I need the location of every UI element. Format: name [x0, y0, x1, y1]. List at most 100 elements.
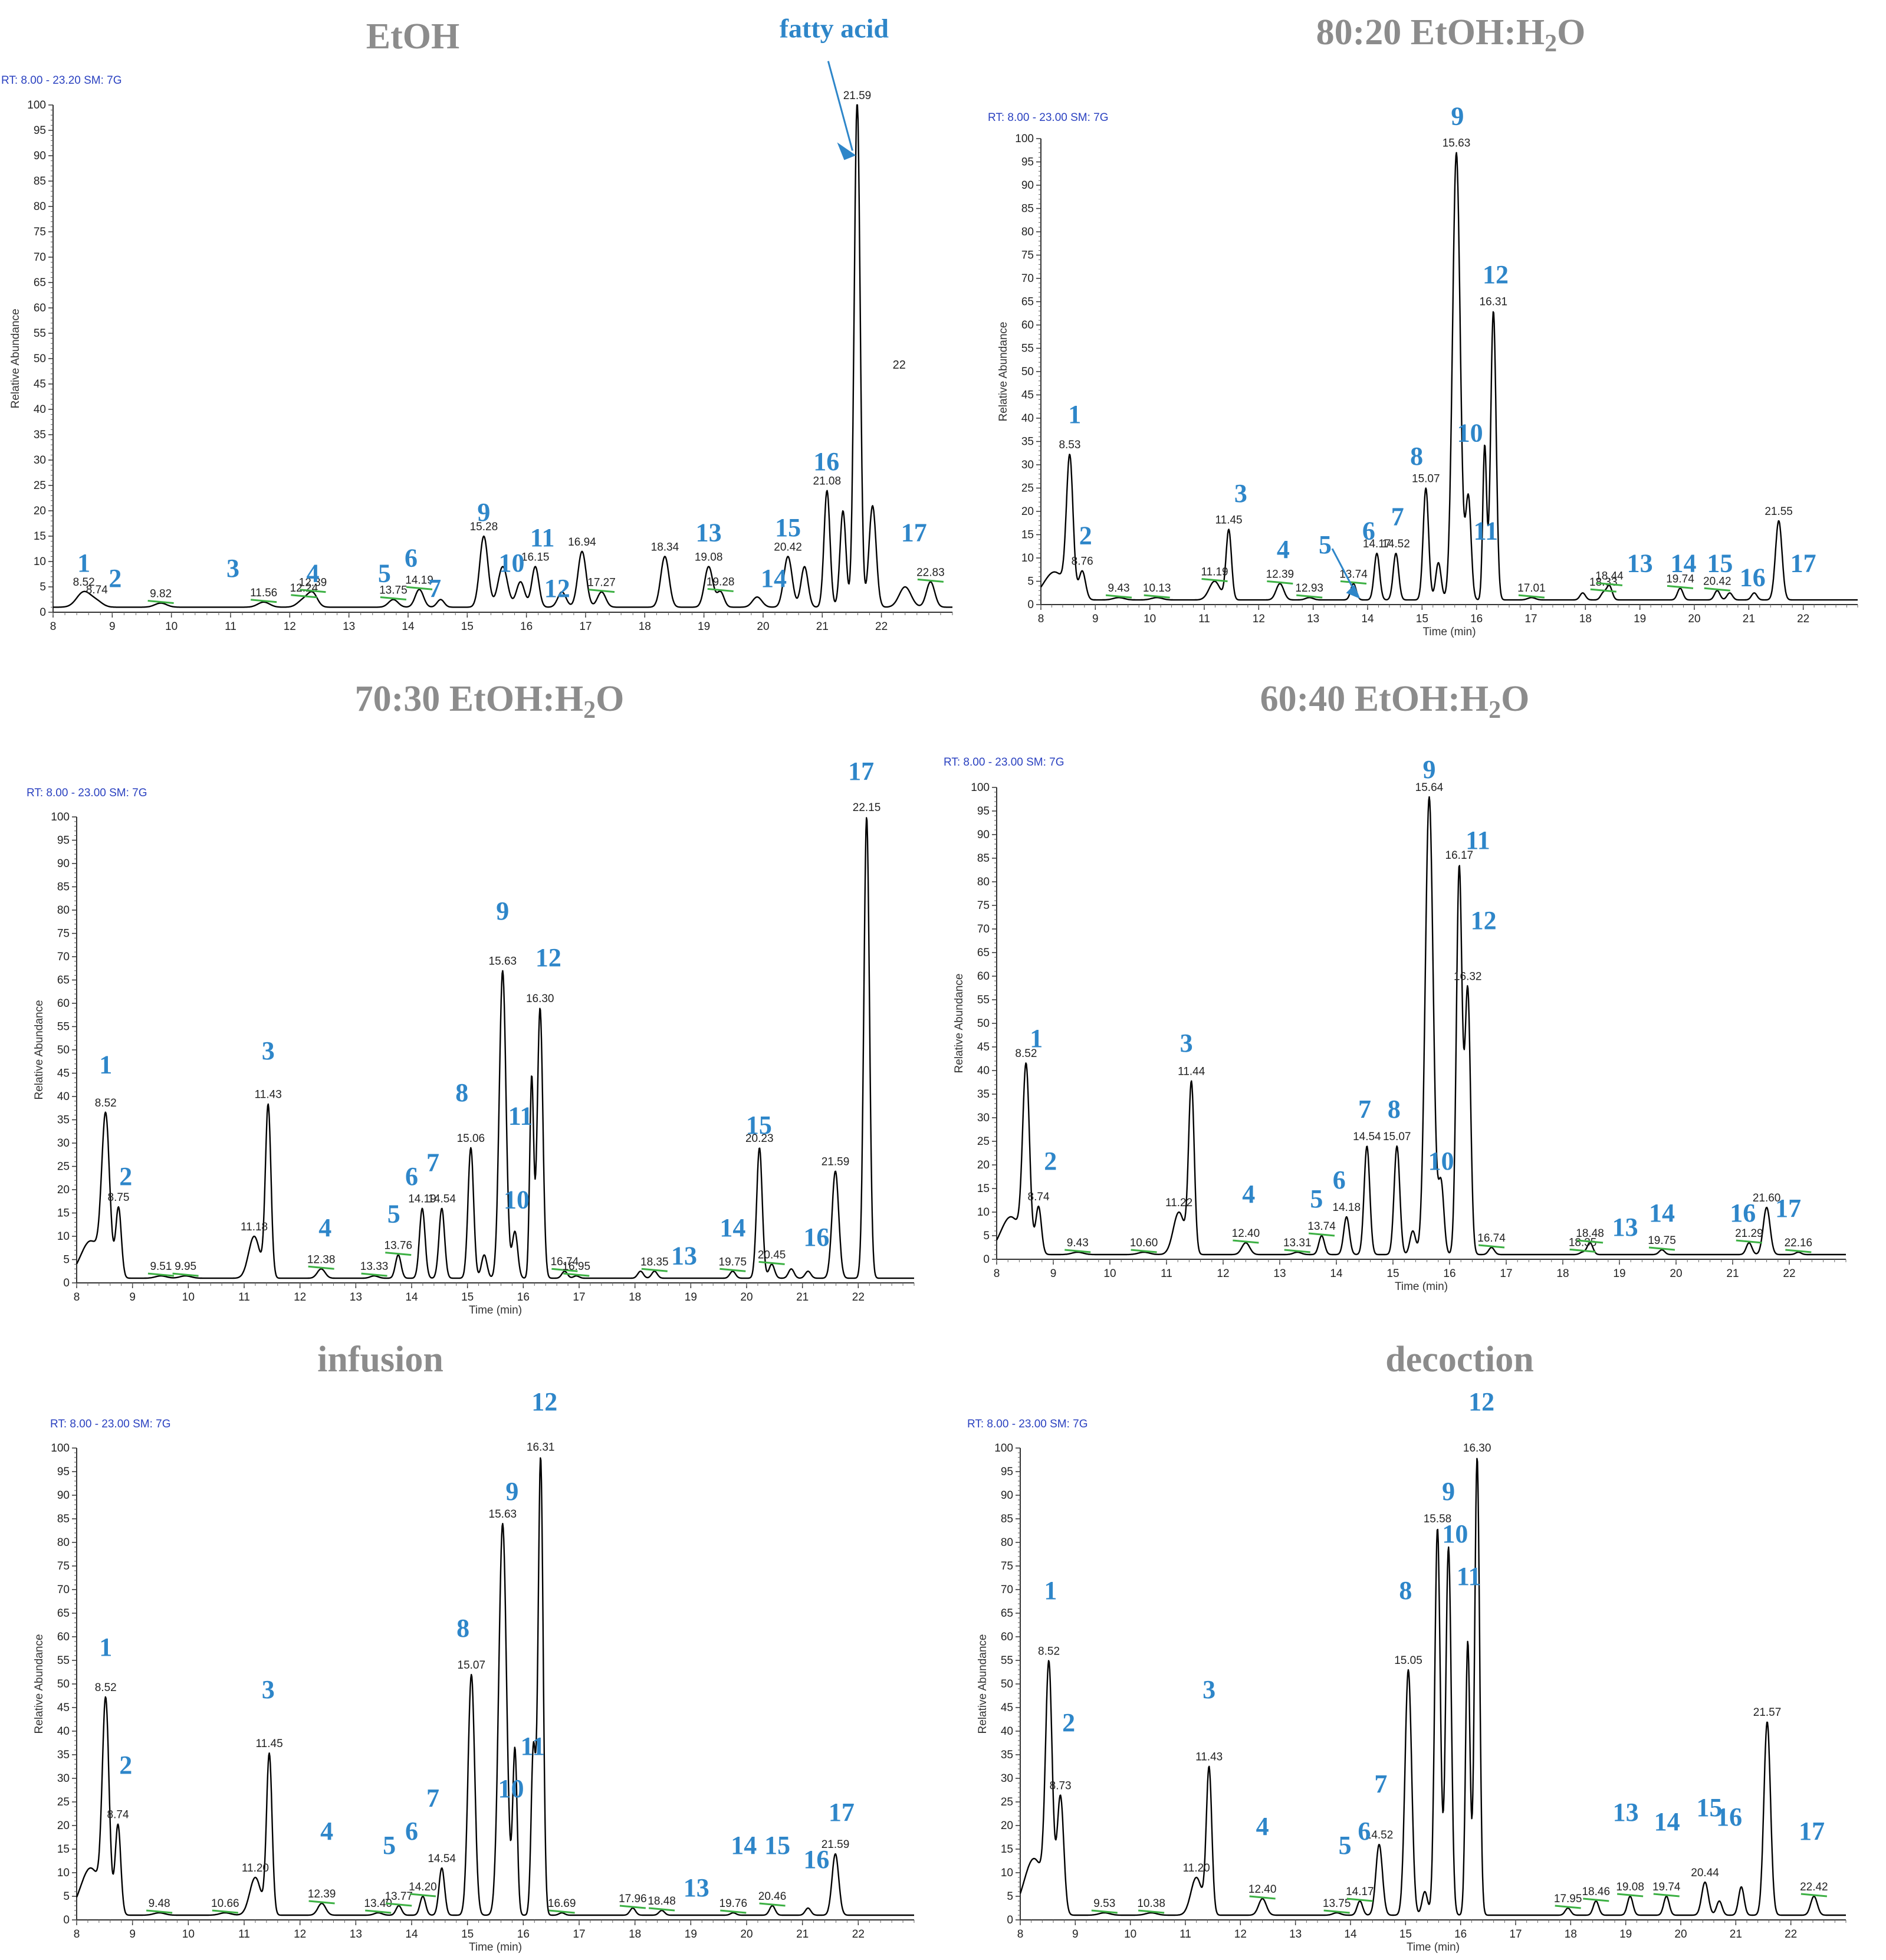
x-tick-label: 9 — [1072, 1928, 1079, 1941]
x-tick-label: 17 — [573, 1291, 585, 1304]
integration-marker — [147, 1272, 175, 1277]
y-tick-label: 45 — [1001, 1702, 1013, 1714]
integration-marker — [308, 1265, 334, 1270]
peak-rt-label: 11.56 — [250, 587, 277, 599]
peak-rt-label: 8.52 — [95, 1097, 117, 1109]
integration-marker — [1064, 1249, 1091, 1253]
x-tick-label: 19 — [1619, 1928, 1632, 1941]
peak-rt-label: 11.22 — [1165, 1197, 1192, 1209]
peak-rt-label: 22.42 — [1800, 1881, 1828, 1893]
y-tick-label: 65 — [57, 1607, 70, 1620]
compound-number-2: 2 — [1062, 1708, 1075, 1737]
peak-rt-label: 21.29 — [1735, 1227, 1763, 1240]
compound-number-11: 11 — [1457, 1562, 1481, 1591]
integration-marker — [212, 1909, 238, 1914]
y-tick-label: 25 — [57, 1796, 70, 1808]
x-tick-label: 14 — [1344, 1928, 1357, 1941]
peak-rt-label: 14.19 — [408, 1193, 436, 1206]
peak-rt-label: 21.57 — [1753, 1706, 1782, 1719]
peak-rt-label: 11.20 — [242, 1862, 269, 1874]
compound-number-3: 3 — [1180, 1029, 1193, 1058]
rt-range-label: RT: 8.00 - 23.00 SM: 7G — [50, 1418, 171, 1430]
compound-number-12: 12 — [1471, 906, 1497, 935]
peak-rt-label: 8.52 — [73, 576, 95, 589]
x-tick-label: 12 — [1253, 613, 1265, 625]
y-tick-label: 30 — [1001, 1772, 1013, 1785]
x-tick-label: 10 — [182, 1291, 195, 1304]
peak-rt-label: 15.63 — [1443, 137, 1471, 150]
peak-rt-label: 13.40 — [364, 1897, 392, 1910]
y-tick-label: 75 — [34, 226, 46, 238]
integration-marker — [1704, 587, 1730, 592]
y-tick-label: 10 — [57, 1230, 70, 1243]
compound-number-6: 6 — [405, 1817, 418, 1846]
integration-marker — [759, 1902, 786, 1907]
compound-number-4: 4 — [318, 1213, 331, 1242]
compound-number-10: 10 — [504, 1186, 530, 1214]
compound-number-13: 13 — [671, 1241, 697, 1270]
x-tick-label: 18 — [639, 620, 651, 633]
integration-marker — [300, 589, 326, 593]
peak-rt-label: 18.35 — [640, 1256, 669, 1268]
y-tick-label: 0 — [40, 606, 46, 619]
rt-range-label: RT: 8.00 - 23.00 SM: 7G — [967, 1418, 1088, 1430]
integration-marker — [361, 1272, 387, 1277]
compound-number-13: 13 — [684, 1873, 709, 1902]
compound-number-7: 7 — [428, 574, 441, 603]
peak-rt-label: 8.52 — [1038, 1645, 1060, 1657]
x-tick-label: 9 — [129, 1928, 136, 1941]
peak-rt-label: 13.33 — [360, 1260, 389, 1273]
integration-marker — [563, 1272, 590, 1277]
y-tick-label: 85 — [977, 852, 990, 865]
x-tick-label: 21 — [1730, 1928, 1742, 1941]
peak-rt-label: 8.52 — [1015, 1048, 1037, 1060]
peak-rt-label: 14.17 — [1346, 1886, 1374, 1898]
y-tick-label: 20 — [34, 505, 46, 517]
x-tick-label: 17 — [579, 620, 592, 633]
peak-rt-label: 18.34 — [651, 541, 679, 553]
integration-marker — [385, 1252, 412, 1256]
integration-marker — [1478, 1244, 1505, 1249]
x-tick-label: 16 — [520, 620, 533, 633]
integration-marker — [147, 600, 174, 605]
y-tick-label: 35 — [1001, 1749, 1013, 1761]
y-tick-label: 5 — [40, 581, 46, 593]
y-tick-label: 10 — [1021, 552, 1034, 564]
compound-number-1: 1 — [1044, 1576, 1057, 1605]
y-tick-label: 65 — [1021, 296, 1034, 308]
y-tick-label: 80 — [57, 1537, 70, 1549]
x-tick-label: 18 — [629, 1291, 641, 1304]
peak-rt-label: 13.75 — [1323, 1897, 1351, 1910]
x-tick-label: 10 — [1103, 1268, 1116, 1280]
peak-rt-label: 19.08 — [695, 551, 723, 564]
compound-number-16: 16 — [803, 1845, 829, 1874]
peak-rt-label: 10.38 — [1137, 1897, 1165, 1910]
peak-rt-label: 21.59 — [822, 1838, 850, 1851]
peak-rt-label: 16.95 — [562, 1260, 590, 1273]
peak-rt-label: 12.39 — [1266, 568, 1294, 580]
y-tick-label: 0 — [1027, 599, 1034, 611]
peak-rt-label: 8.74 — [107, 1809, 129, 1821]
y-tick-label: 50 — [1001, 1678, 1013, 1690]
peak-rt-label: 14.54 — [428, 1193, 456, 1206]
y-tick-label: 30 — [57, 1137, 70, 1150]
x-tick-label: 8 — [1038, 613, 1044, 625]
peak-rt-label: 11.43 — [255, 1089, 282, 1101]
y-tick-label: 75 — [1021, 249, 1034, 262]
x-tick-label: 18 — [1565, 1928, 1577, 1941]
compound-number-7: 7 — [1358, 1095, 1371, 1124]
peak-rt-label: 9.48 — [149, 1897, 170, 1910]
x-tick-label: 17 — [1524, 613, 1537, 625]
y-tick-label: 70 — [57, 951, 70, 963]
x-tick-label: 15 — [1416, 613, 1428, 625]
peak-rt-label: 9.95 — [175, 1260, 196, 1273]
x-tick-label: 10 — [1124, 1928, 1136, 1941]
y-tick-label: 85 — [57, 881, 70, 894]
y-tick-label: 40 — [57, 1725, 70, 1738]
x-tick-label: 18 — [629, 1928, 641, 1941]
compound-number-7: 7 — [1391, 503, 1404, 531]
compound-number-6: 6 — [405, 544, 418, 573]
peak-rt-label: 19.76 — [719, 1897, 748, 1910]
y-axis-label: Relative Abundance — [997, 321, 1010, 421]
